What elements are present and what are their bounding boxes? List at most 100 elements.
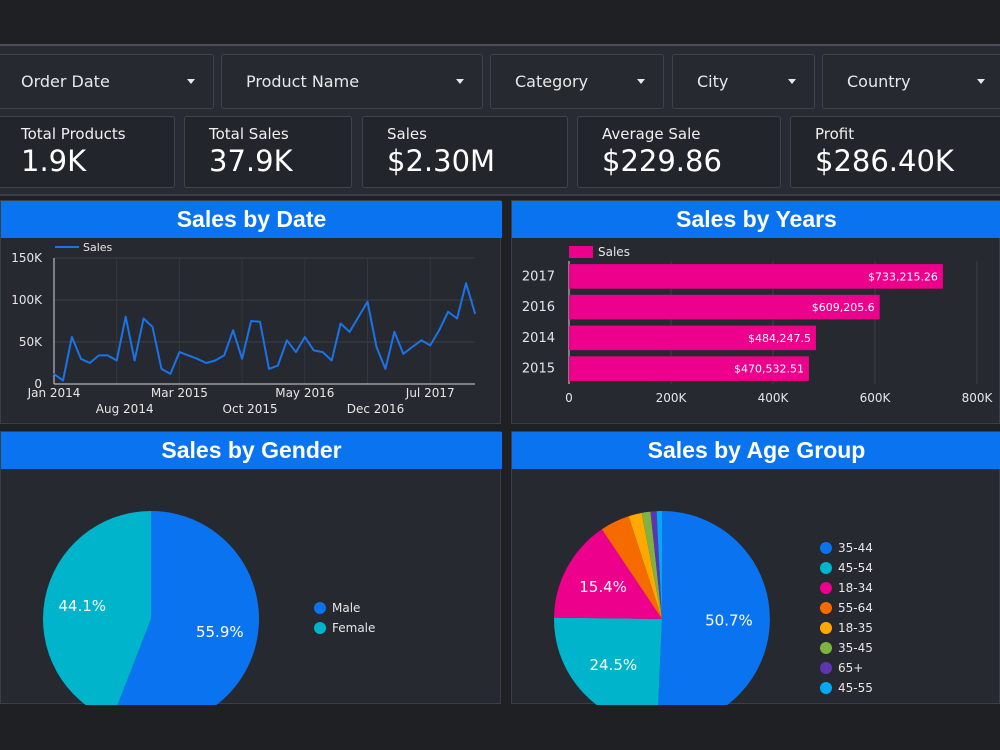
data-point (375, 346, 378, 348)
kpi-average-sale: Average Sale $229.86 (577, 116, 781, 188)
data-point (321, 351, 324, 353)
data-point (214, 359, 217, 362)
dropdown-arrow-icon (977, 79, 985, 84)
legend-swatch (820, 662, 832, 674)
data-point (89, 362, 91, 364)
legend-swatch (820, 542, 832, 554)
filter-product-name[interactable]: Product Name (221, 54, 483, 109)
legend-swatch (820, 642, 832, 654)
data-point (286, 339, 288, 342)
data-point (80, 358, 82, 360)
legend-label: 35-44 (838, 541, 873, 555)
slice-label: 24.5% (589, 656, 637, 674)
data-point (160, 368, 163, 370)
filter-label: Category (515, 72, 589, 91)
filter-label: Country (847, 72, 911, 91)
y-tick-label: 100K (11, 293, 43, 307)
data-point (277, 364, 279, 367)
x-tick-label: 400K (758, 391, 790, 405)
filter-city[interactable]: City (672, 54, 815, 109)
pie-slice (117, 511, 259, 705)
data-point (169, 373, 172, 375)
sales-by-date-card: Sales by Date 0 50K 100K 150K Jan 2014 Mar 20… (0, 200, 502, 424)
y-tick-label: 2017 (522, 269, 555, 284)
legend-label: 18-34 (838, 581, 873, 595)
legend-label: Sales (598, 245, 630, 259)
data-point (384, 368, 387, 370)
dropdown-arrow-icon (187, 79, 195, 84)
x-tick-label: May 2016 (275, 386, 334, 400)
data-point (178, 351, 181, 353)
pie-slice (43, 511, 151, 705)
pie-slice (554, 529, 662, 619)
data-point (241, 358, 243, 360)
dropdown-arrow-icon (637, 79, 645, 84)
legend-label: Sales (83, 241, 113, 254)
data-point (411, 346, 414, 348)
legend-label: Female (332, 621, 375, 635)
bar-value-label: $609,205.6 (812, 301, 875, 314)
data-point (312, 349, 315, 352)
data-point (366, 300, 369, 303)
sales-by-date-title: Sales by Date (1, 201, 502, 238)
legend-label: 35-45 (838, 641, 873, 655)
data-point (304, 336, 306, 338)
legend-swatch (820, 582, 832, 594)
sales-by-years-card: Sales by Years 0 200K 400K 600K 800K Sales 201… (511, 200, 1000, 424)
data-point (106, 354, 109, 357)
filter-label: Order Date (21, 72, 110, 91)
sales-by-age-card: Sales by Age Group 50.7% 24.5% 15.4% 35-44 4… (511, 431, 1000, 705)
x-tick-label: Jan 2014 (27, 386, 81, 400)
data-point (295, 351, 297, 353)
data-point (196, 358, 199, 360)
filter-category[interactable]: Category (490, 54, 664, 109)
x-tick-label: Jul 2017 (405, 386, 455, 400)
data-point (115, 359, 118, 362)
pie-slice (554, 617, 662, 705)
data-point (71, 336, 73, 338)
bottom-bar (0, 706, 1000, 750)
kpi-label: Sales (387, 125, 427, 143)
sales-by-gender-card: Sales by Gender 55.9% 44.1% Male Female (0, 431, 502, 705)
legend-label: 55-64 (838, 601, 873, 615)
legend-swatch (820, 602, 832, 614)
bar-value-label: $484,247.5 (748, 332, 811, 345)
data-point (474, 312, 476, 315)
bar-value-label: $470,532.51 (734, 363, 804, 376)
kpi-label: Average Sale (602, 125, 701, 143)
legend-label: 45-55 (838, 681, 873, 695)
kpi-sales: Sales $2.30M (362, 116, 568, 188)
filter-label: City (697, 72, 729, 91)
data-point (142, 317, 145, 320)
data-point (250, 320, 252, 322)
sales-by-gender-title: Sales by Gender (1, 432, 502, 469)
data-point (456, 317, 458, 320)
kpi-label: Total Products (21, 125, 126, 143)
legend-label: 45-54 (838, 561, 873, 575)
x-tick-label: Dec 2016 (347, 402, 405, 416)
sales-line (53, 282, 476, 382)
legend-swatch (314, 602, 326, 614)
data-point (124, 316, 127, 318)
dropdown-arrow-icon (456, 79, 464, 84)
data-point (97, 354, 100, 357)
kpi-label: Total Sales (209, 125, 289, 143)
data-point (339, 322, 342, 325)
bar-value-label: $733,215.26 (868, 270, 938, 283)
x-tick-label: 800K (962, 391, 994, 405)
legend-swatch (820, 682, 832, 694)
filter-order-date[interactable]: Order Date (0, 54, 214, 109)
sales-by-years-chart: 0 200K 400K 600K 800K Sales 2017 $733,215.26 201… (522, 245, 994, 405)
top-bar (0, 0, 1000, 44)
x-tick-label: 200K (656, 391, 688, 405)
x-tick-label: Aug 2014 (96, 402, 154, 416)
filter-country[interactable]: Country (822, 54, 1000, 109)
sales-by-gender-chart: 55.9% 44.1% Male Female (43, 511, 375, 705)
sales-by-date-chart: 0 50K 100K 150K Jan 2014 Mar 2015 May 2016 Jul … (11, 241, 476, 416)
y-tick-label: 2016 (522, 300, 555, 315)
data-point (420, 339, 423, 342)
sales-by-years-title: Sales by Years (512, 201, 1000, 238)
kpi-value: $229.86 (602, 144, 722, 178)
y-tick-label: 150K (11, 251, 43, 265)
slice-label: 55.9% (196, 623, 244, 641)
